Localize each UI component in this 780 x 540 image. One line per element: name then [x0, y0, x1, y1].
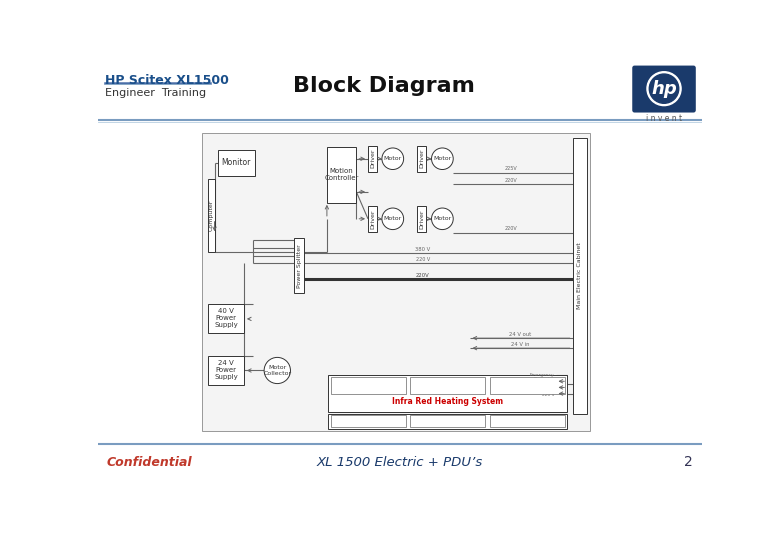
- Circle shape: [647, 72, 681, 106]
- Circle shape: [649, 74, 679, 103]
- Text: Power Splitter: Power Splitter: [297, 244, 302, 288]
- Text: 380 V: 380 V: [416, 247, 431, 252]
- Text: i n v e n t: i n v e n t: [646, 114, 682, 123]
- Text: Motor: Motor: [384, 217, 402, 221]
- Text: 220V: 220V: [505, 178, 518, 183]
- Circle shape: [264, 357, 290, 383]
- Text: Motor: Motor: [433, 217, 452, 221]
- Text: Motor: Motor: [433, 156, 452, 161]
- Text: Computer: Computer: [208, 200, 214, 231]
- Text: Motion
Controller: Motion Controller: [324, 168, 359, 181]
- Text: 220 V: 220 V: [416, 257, 430, 262]
- Text: HP Scitex XL1500: HP Scitex XL1500: [105, 74, 229, 87]
- Bar: [368, 206, 378, 232]
- Circle shape: [382, 208, 403, 230]
- Bar: [410, 377, 485, 394]
- Text: 24 V
Power
Supply: 24 V Power Supply: [215, 361, 238, 381]
- Text: Driver: Driver: [419, 209, 424, 228]
- Circle shape: [431, 148, 453, 170]
- Bar: [208, 356, 244, 385]
- Text: 2: 2: [684, 455, 693, 469]
- Text: Block Diagram: Block Diagram: [293, 76, 475, 96]
- Text: Motor: Motor: [384, 156, 402, 161]
- Bar: [490, 415, 565, 428]
- Text: hp: hp: [651, 80, 677, 98]
- Bar: [368, 146, 378, 172]
- Bar: [417, 146, 426, 172]
- Text: 220V: 220V: [416, 273, 430, 278]
- Text: Driver: Driver: [370, 209, 375, 228]
- Text: 24 V in: 24 V in: [511, 342, 529, 347]
- Bar: [207, 179, 215, 252]
- Bar: [294, 238, 304, 294]
- Text: 24 V out: 24 V out: [509, 332, 531, 337]
- Bar: [327, 147, 356, 202]
- FancyBboxPatch shape: [633, 65, 696, 112]
- Bar: [331, 377, 406, 394]
- Text: Confidential: Confidential: [107, 456, 193, 469]
- Bar: [417, 206, 426, 232]
- Text: XL 1500 Electric + PDU’s: XL 1500 Electric + PDU’s: [317, 456, 483, 469]
- Text: 225V: 225V: [505, 166, 518, 171]
- Text: 220 V: 220 V: [542, 387, 555, 390]
- Bar: [490, 377, 565, 394]
- Bar: [208, 303, 244, 333]
- Text: 40 V
Power
Supply: 40 V Power Supply: [215, 308, 238, 328]
- Text: Engineer  Training: Engineer Training: [105, 88, 207, 98]
- Text: 110 V: 110 V: [542, 381, 555, 384]
- Text: Driver: Driver: [370, 149, 375, 168]
- Bar: [202, 132, 590, 431]
- Bar: [410, 415, 485, 428]
- Text: Infra Red Heating System: Infra Red Heating System: [392, 397, 503, 406]
- Circle shape: [382, 148, 403, 170]
- Text: 220V: 220V: [505, 226, 518, 231]
- Text: Driver: Driver: [419, 149, 424, 168]
- Text: Main Electric Cabinet: Main Electric Cabinet: [577, 242, 582, 309]
- Bar: [573, 138, 587, 414]
- Text: Monitor: Monitor: [222, 158, 251, 167]
- Bar: [331, 415, 406, 428]
- Text: Emergency
Contactor: Emergency Contactor: [530, 373, 555, 381]
- Text: Motor
Collector: Motor Collector: [263, 365, 292, 376]
- Bar: [218, 150, 255, 176]
- Bar: [328, 414, 567, 429]
- Text: 220 V: 220 V: [542, 393, 555, 397]
- Circle shape: [431, 208, 453, 230]
- Bar: [328, 375, 567, 412]
